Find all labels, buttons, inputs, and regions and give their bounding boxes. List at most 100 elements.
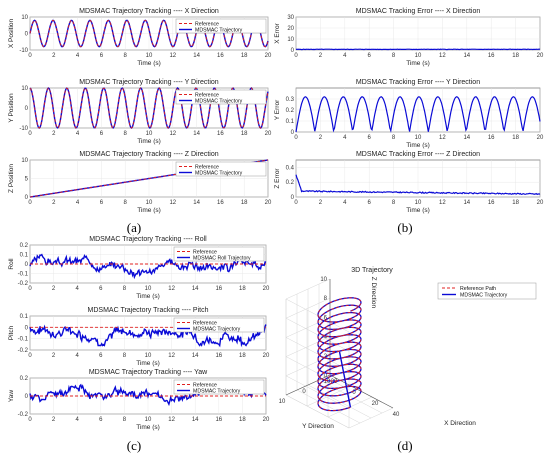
series-line-trajectory [29, 253, 267, 280]
x-tick-label: 0 [28, 417, 32, 423]
x-tick-label: 20 [372, 401, 379, 407]
x-tick-label: 2 [52, 131, 56, 137]
x-tick-label: 2 [52, 417, 56, 423]
y-axis-label: Pitch [8, 325, 15, 340]
x-tick-label: 14 [193, 131, 200, 137]
chart-title: MDSMAC Trajectory Tracking ---- Z Direct… [79, 151, 218, 158]
x-tick-label: 4 [343, 53, 347, 59]
x-tick-label: 10 [145, 417, 152, 423]
y-tick-label: 0.3 [286, 97, 295, 103]
panel-label-b: (b) [397, 220, 412, 235]
chart-pitch: 0 2 4 6 8 10 12 14 16 18 20 -0.2 -0.1 0 0.1 MDSMAC Traj… [8, 307, 270, 367]
legend-label: Reference [193, 249, 217, 255]
y-tick-label: 10 [21, 158, 28, 164]
x-tick-label: 6 [99, 286, 103, 292]
y-tick-label: 0.1 [20, 314, 29, 320]
x-tick-label: 18 [512, 53, 519, 59]
x-tick-label: 0 [352, 390, 356, 396]
x-tick-label: 0 [28, 53, 32, 59]
x-tick-label: 4 [76, 200, 80, 206]
x-tick-label: 4 [76, 286, 80, 292]
x-tick-label: 12 [169, 53, 176, 59]
x-tick-label: 0 [294, 135, 298, 141]
chart-z-error: 0 2 4 6 8 10 12 14 16 18 20 0 0.2 0.4 MDSMAC Tracking … [274, 151, 544, 214]
x-tick-label: 12 [439, 135, 446, 141]
x-axis-label: Time (s) [406, 142, 430, 149]
x-tick-label: 18 [241, 200, 248, 206]
x-tick-label: 20 [265, 53, 272, 59]
x-tick-label: 16 [217, 53, 224, 59]
x-tick-label: 20 [537, 200, 544, 206]
x-tick-label: 2 [319, 53, 323, 59]
chart-z-position: 0 2 4 6 8 10 12 14 16 18 20 0 5 10 MDSMAC Trajectory T… [8, 151, 272, 214]
grid-3d [285, 394, 350, 429]
x-tick-label: 8 [124, 53, 128, 59]
x-tick-label: 4 [343, 135, 347, 141]
x-tick-label: 16 [215, 353, 222, 359]
x-tick-label: 20 [263, 417, 270, 423]
x-tick-label: 12 [439, 53, 446, 59]
x-tick-label: 20 [263, 353, 270, 359]
x-tick-label: 8 [392, 200, 396, 206]
x-tick-label: 14 [463, 200, 470, 206]
x-tick-label: 18 [512, 200, 519, 206]
z-tick-label: 10 [320, 277, 327, 283]
x-tick-label: 14 [193, 53, 200, 59]
legend-box [175, 89, 267, 105]
x-tick-label: 2 [319, 200, 323, 206]
y-tick-label: 30 [287, 15, 294, 21]
chart-title: MDSMAC Trajectory Tracking ---- Pitch [88, 307, 209, 314]
x-tick-label: 2 [52, 200, 56, 206]
x-tick-label: 20 [537, 135, 544, 141]
x-axis-label: Time (s) [136, 293, 160, 300]
chart-title: MDSMAC Trajectory Tracking ---- X Direct… [79, 8, 219, 15]
x-axis-label: Time (s) [406, 60, 430, 67]
x-tick-label: 12 [169, 200, 176, 206]
x-tick-label: 10 [146, 53, 153, 59]
x-tick-label: 12 [168, 286, 175, 292]
legend-box [173, 379, 265, 395]
y-tick-label: -10 [19, 48, 28, 54]
chart-title: MDSMAC Trajectory Tracking ---- Yaw [89, 369, 208, 376]
y-axis-label: Y Position [8, 93, 15, 123]
z-tick-label: 6 [324, 315, 328, 321]
y-tick-label: -10 [19, 126, 28, 132]
legend-label: Reference Path [460, 286, 496, 292]
x-tick-label: 0 [28, 131, 32, 137]
z-tick-label: 0 [324, 373, 328, 379]
y-axis-label: Roll [8, 258, 15, 270]
x-tick-label: 40 [393, 412, 400, 418]
x-tick-label: 6 [368, 53, 372, 59]
chart-x-error: 0 2 4 6 8 10 12 14 16 18 20 0 10 20 30 MDSMAC Tracking … [274, 8, 544, 67]
x-tick-label: 10 [415, 200, 422, 206]
x-tick-label: 16 [488, 53, 495, 59]
x-tick-label: 12 [168, 353, 175, 359]
y-tick-label: 20 [287, 26, 294, 32]
panel-label-c: (c) [127, 438, 141, 453]
grid-3d [296, 389, 361, 424]
y-tick-label: 10 [287, 37, 294, 43]
x-axis-label: Time (s) [136, 360, 160, 367]
x-tick-label: 10 [145, 353, 152, 359]
series-line-error [295, 96, 541, 133]
x-tick-label: 6 [100, 131, 104, 137]
y-tick-label: 0 [291, 130, 295, 136]
y-tick-label: 0.2 [20, 243, 29, 249]
x-axis-label: Time (s) [137, 138, 161, 145]
x-tick-label: 10 [415, 135, 422, 141]
y-tick-label: 0 [25, 262, 29, 268]
z-tick-label: 8 [324, 296, 328, 302]
x-tick-label: 10 [145, 286, 152, 292]
x-tick-label: 16 [217, 131, 224, 137]
y-tick-label: -0.2 [18, 412, 29, 418]
y-axis-label: Y Direction [302, 423, 334, 430]
legend-label: Reference [195, 21, 219, 27]
x-tick-label: 18 [241, 53, 248, 59]
y-axis [285, 374, 331, 396]
series-line-error [295, 174, 541, 196]
y-tick-label: 0 [291, 195, 295, 201]
x-tick-label: 2 [52, 53, 56, 59]
series-line-reference [29, 19, 269, 48]
